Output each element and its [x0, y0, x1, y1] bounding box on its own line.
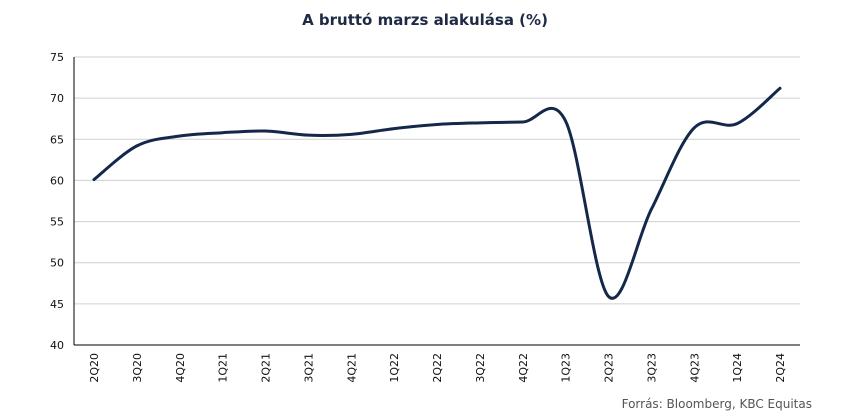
y-axis-ticks: 40 45 50 55 60 65 70 75 [50, 51, 64, 352]
data-point-4Q20 [178, 134, 182, 138]
data-point-2Q24 [778, 86, 782, 90]
y-tick-label: 50 [50, 257, 64, 270]
source-note: Forrás: Bloomberg, KBC Equitas [622, 397, 812, 411]
chart-title: A bruttó marzs alakulása (%) [302, 11, 548, 29]
y-tick-label: 40 [50, 339, 64, 352]
data-point-3Q21 [306, 133, 310, 137]
series-layer [92, 86, 782, 300]
x-tick-label: 1Q23 [560, 353, 573, 383]
data-point-2Q22 [435, 122, 439, 126]
data-point-2Q20 [92, 178, 96, 182]
x-tick-label: 3Q22 [474, 353, 487, 383]
y-tick-label: 75 [50, 51, 64, 64]
data-point-4Q22 [521, 120, 525, 124]
x-tick-label: 4Q22 [517, 353, 530, 383]
x-tick-label: 4Q21 [345, 353, 358, 383]
data-point-2Q23 [607, 294, 611, 298]
y-tick-label: 65 [50, 133, 64, 146]
data-point-2Q21 [264, 129, 268, 133]
data-point-4Q23 [692, 126, 696, 130]
data-point-3Q23 [649, 207, 653, 211]
data-point-3Q22 [478, 121, 482, 125]
y-tick-label: 70 [50, 92, 64, 105]
x-tick-label: 2Q23 [603, 353, 616, 383]
x-tick-label: 2Q22 [431, 353, 444, 383]
data-point-1Q21 [221, 131, 225, 135]
x-tick-label: 3Q23 [645, 353, 658, 383]
x-tick-label: 2Q24 [774, 353, 787, 383]
x-tick-label: 1Q22 [388, 353, 401, 383]
data-point-1Q23 [564, 119, 568, 123]
x-tick-label: 4Q23 [688, 353, 701, 383]
data-point-4Q21 [349, 132, 353, 136]
x-axis-ticks: 2Q20 3Q20 4Q20 1Q21 2Q21 3Q21 4Q21 1Q22 2Q22 3Q22… [88, 353, 787, 383]
data-point-1Q22 [392, 127, 396, 131]
x-tick-label: 3Q20 [131, 353, 144, 383]
gridlines [74, 56, 800, 305]
axes [73, 57, 800, 346]
series-line-0 [92, 86, 782, 300]
x-tick-label: 1Q24 [731, 353, 744, 383]
x-tick-label: 1Q21 [217, 353, 230, 383]
x-tick-label: 3Q21 [302, 353, 315, 383]
y-tick-label: 55 [50, 216, 64, 229]
x-tick-label: 2Q20 [88, 353, 101, 383]
y-tick-label: 45 [50, 298, 64, 311]
data-point-1Q24 [735, 122, 739, 126]
y-tick-label: 60 [50, 174, 64, 187]
data-point-3Q20 [135, 144, 139, 148]
x-tick-label: 4Q20 [174, 353, 187, 383]
x-tick-label: 2Q21 [260, 353, 273, 383]
